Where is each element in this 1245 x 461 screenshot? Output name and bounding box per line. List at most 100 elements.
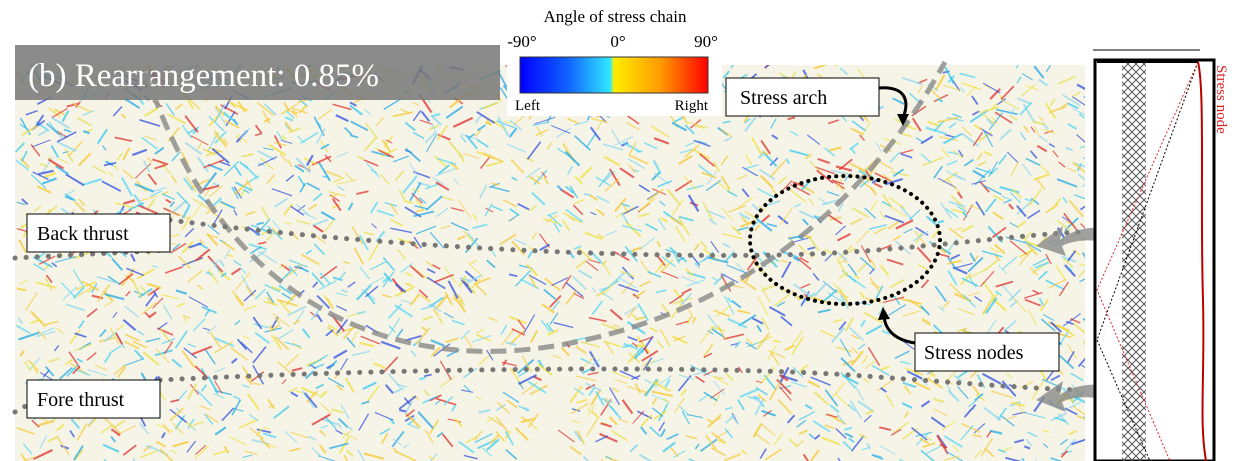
colorbar-tick: 0° xyxy=(610,32,625,51)
stress-chain xyxy=(445,105,464,119)
stress-chain xyxy=(779,207,793,225)
stress-chain xyxy=(976,152,983,161)
stress-chain xyxy=(64,149,74,163)
stress-chain xyxy=(837,184,845,192)
stress-chain xyxy=(336,292,348,297)
stress-chain xyxy=(48,357,60,363)
stress-chain xyxy=(433,273,454,284)
stress-chain xyxy=(134,349,145,361)
stress-chain xyxy=(464,274,482,285)
stress-chain xyxy=(844,432,854,438)
stress-chain xyxy=(358,413,370,431)
stress-chain xyxy=(698,394,709,402)
stress-chain xyxy=(445,337,459,344)
stress-chain xyxy=(991,226,1007,239)
stress-chain xyxy=(327,324,343,335)
stress-chain xyxy=(300,386,317,396)
stress-chain xyxy=(1034,261,1050,269)
stress-chain xyxy=(72,365,81,375)
stress-chain xyxy=(611,370,630,380)
stress-chain xyxy=(495,416,509,433)
stress-chain xyxy=(271,227,281,237)
stress-chain xyxy=(444,291,453,306)
stress-chain xyxy=(359,341,375,348)
stress-chain xyxy=(786,414,796,424)
stress-chain xyxy=(1070,372,1084,382)
stress-chain xyxy=(36,185,52,194)
stress-chain xyxy=(812,272,820,281)
stress-chain xyxy=(770,159,786,178)
stress-chain xyxy=(152,186,167,193)
stress-chain xyxy=(199,404,211,411)
stress-chain xyxy=(784,344,795,351)
stress-chain xyxy=(1010,161,1020,176)
stress-chain xyxy=(491,182,500,186)
stress-chain xyxy=(474,129,482,137)
stress-chain xyxy=(788,437,799,448)
stress-chain xyxy=(869,224,888,230)
stress-chain xyxy=(831,169,851,176)
stress-chain xyxy=(900,149,914,155)
stress-chain xyxy=(950,253,961,260)
stress-chain xyxy=(681,288,692,295)
stress-chain xyxy=(441,433,454,448)
stress-chain xyxy=(627,307,636,319)
stress-chain xyxy=(177,255,191,269)
stress-chain xyxy=(1001,380,1017,397)
stress-chain xyxy=(1072,108,1085,116)
stress-chain xyxy=(220,202,229,208)
stress-chain xyxy=(665,248,676,254)
stress-chain xyxy=(572,292,585,300)
stress-chain xyxy=(604,178,620,192)
stress-chain xyxy=(838,321,847,331)
stress-chain xyxy=(827,213,843,225)
stress-chain xyxy=(565,185,574,194)
stress-chain xyxy=(72,268,85,288)
stress-chain xyxy=(971,180,986,185)
stress-chain xyxy=(313,243,326,256)
stress-chain xyxy=(765,448,782,461)
stress-chain xyxy=(15,159,30,171)
stress-chain xyxy=(56,131,77,143)
stress-chain xyxy=(904,367,923,376)
stress-chain xyxy=(873,226,887,235)
stress-chain xyxy=(724,251,735,262)
stress-chain xyxy=(730,342,738,346)
stress-chain xyxy=(587,404,596,416)
stress-chain xyxy=(482,447,492,457)
stress-chain xyxy=(209,331,221,348)
stress-chain xyxy=(280,263,291,272)
stress-chain xyxy=(973,124,983,131)
stress-chain xyxy=(240,341,253,354)
stress-chain xyxy=(88,418,94,426)
stress-chain xyxy=(78,198,86,207)
stress-chain xyxy=(28,357,40,371)
stress-chain xyxy=(405,282,413,287)
stress-chain xyxy=(1077,357,1085,368)
stress-chain xyxy=(126,267,145,277)
stress-chain xyxy=(777,176,788,185)
stress-chain xyxy=(176,191,190,206)
stress-chain xyxy=(311,413,331,426)
stress-chain xyxy=(934,74,946,92)
stress-chain xyxy=(412,109,422,122)
stress-chain xyxy=(713,273,726,286)
stress-chain xyxy=(96,275,118,284)
stress-chain xyxy=(363,452,385,460)
stress-chain xyxy=(214,106,226,125)
stress-chain xyxy=(243,289,257,302)
stress-chain xyxy=(418,376,426,381)
stress-chain xyxy=(859,167,871,183)
stress-chain xyxy=(268,143,287,156)
colorbar-left-label: Left xyxy=(515,98,541,114)
stress-chain xyxy=(122,358,143,367)
stress-chain xyxy=(624,245,638,263)
stress-chain xyxy=(549,295,562,308)
stress-chain xyxy=(751,203,759,211)
stress-chain xyxy=(1038,116,1045,122)
stress-chain xyxy=(324,415,337,430)
stress-chain xyxy=(838,158,853,171)
stress-chain xyxy=(344,127,353,136)
stress-chain xyxy=(723,333,745,340)
stress-chain xyxy=(240,127,251,139)
